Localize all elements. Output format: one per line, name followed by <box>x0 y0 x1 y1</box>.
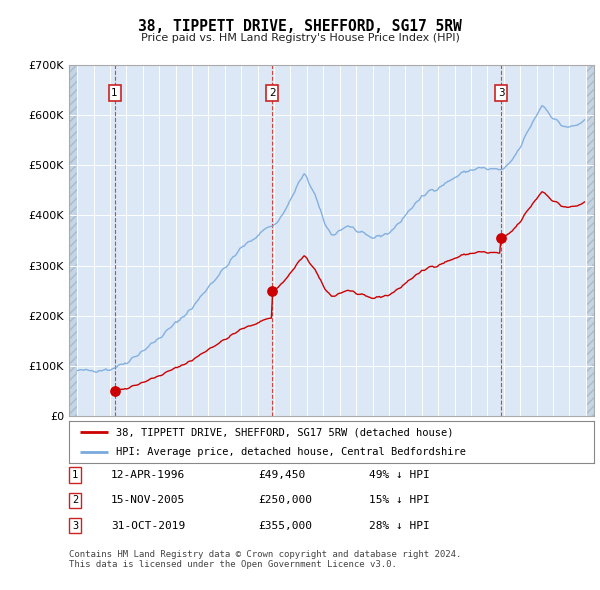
Text: £49,450: £49,450 <box>258 470 305 480</box>
Point <box>110 386 119 396</box>
Text: 38, TIPPETT DRIVE, SHEFFORD, SG17 5RW (detached house): 38, TIPPETT DRIVE, SHEFFORD, SG17 5RW (d… <box>116 427 454 437</box>
Text: 12-APR-1996: 12-APR-1996 <box>111 470 185 480</box>
Text: 31-OCT-2019: 31-OCT-2019 <box>111 521 185 530</box>
Text: 2: 2 <box>269 88 275 98</box>
Text: 3: 3 <box>497 88 504 98</box>
Text: £355,000: £355,000 <box>258 521 312 530</box>
Text: Price paid vs. HM Land Registry's House Price Index (HPI): Price paid vs. HM Land Registry's House … <box>140 34 460 43</box>
Text: 1: 1 <box>72 470 78 480</box>
Point <box>496 233 506 242</box>
Bar <box>586 65 594 416</box>
Text: 38, TIPPETT DRIVE, SHEFFORD, SG17 5RW: 38, TIPPETT DRIVE, SHEFFORD, SG17 5RW <box>138 19 462 34</box>
Text: 28% ↓ HPI: 28% ↓ HPI <box>369 521 430 530</box>
Point <box>268 286 277 296</box>
Text: £250,000: £250,000 <box>258 496 312 505</box>
Text: HPI: Average price, detached house, Central Bedfordshire: HPI: Average price, detached house, Cent… <box>116 447 466 457</box>
Text: 3: 3 <box>72 521 78 530</box>
Text: 15-NOV-2005: 15-NOV-2005 <box>111 496 185 505</box>
Text: 2: 2 <box>72 496 78 505</box>
Bar <box>69 65 77 416</box>
Text: 49% ↓ HPI: 49% ↓ HPI <box>369 470 430 480</box>
Text: Contains HM Land Registry data © Crown copyright and database right 2024.
This d: Contains HM Land Registry data © Crown c… <box>69 550 461 569</box>
Text: 15% ↓ HPI: 15% ↓ HPI <box>369 496 430 505</box>
Text: 1: 1 <box>111 88 118 98</box>
